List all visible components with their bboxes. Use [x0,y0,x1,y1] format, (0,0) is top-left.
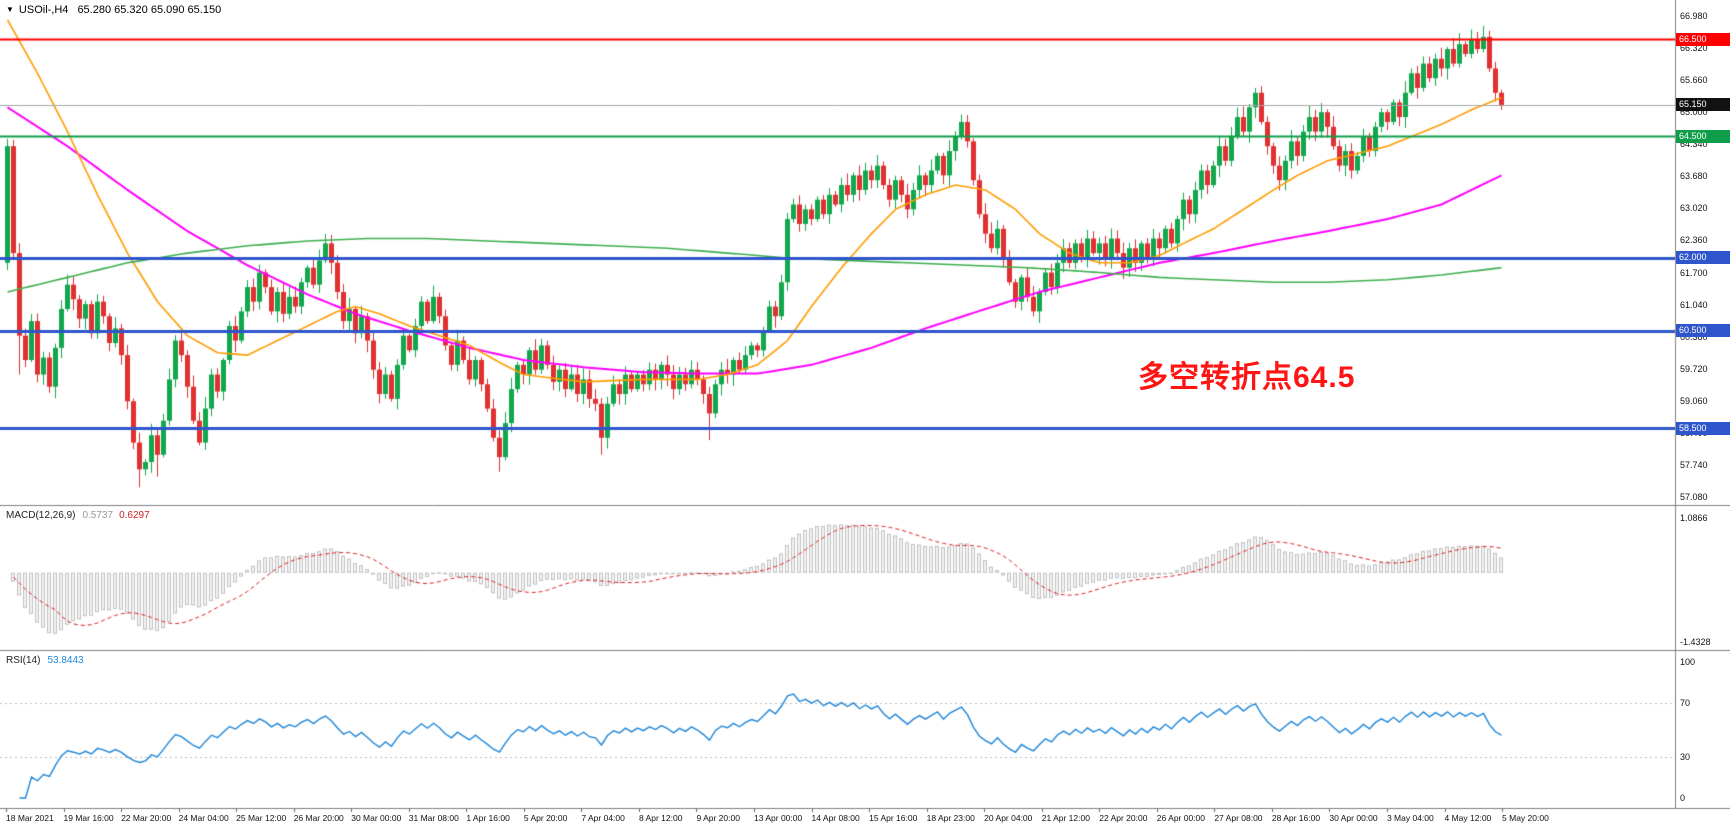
chart-canvas[interactable] [0,0,1730,830]
trading-chart-window: ▼ USOil-,H4 65.280 65.320 65.090 65.150 多空… [0,0,1730,830]
